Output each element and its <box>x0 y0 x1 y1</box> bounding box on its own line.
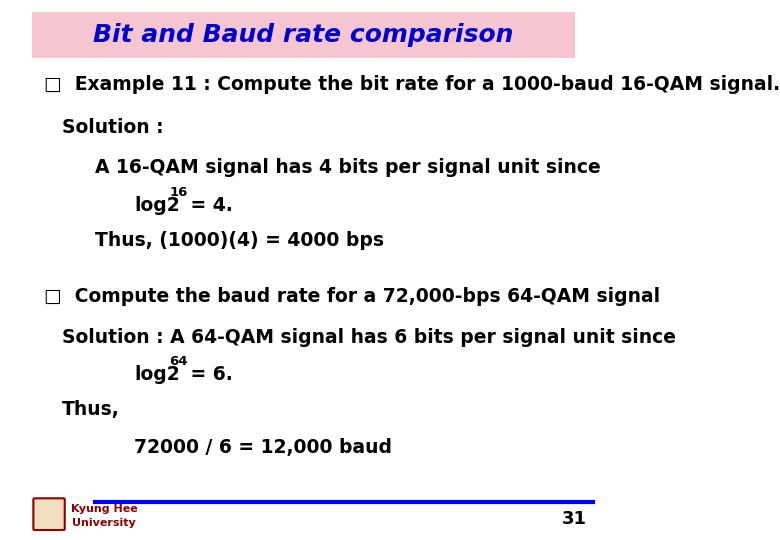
Text: □  Compute the baud rate for a 72,000-bps 64-QAM signal: □ Compute the baud rate for a 72,000-bps… <box>44 287 660 306</box>
Text: Thus,: Thus, <box>62 400 119 419</box>
Text: A 16-QAM signal has 4 bits per signal unit since: A 16-QAM signal has 4 bits per signal un… <box>95 158 601 178</box>
Text: Solution : A 64-QAM signal has 6 bits per signal unit since: Solution : A 64-QAM signal has 6 bits pe… <box>62 328 675 347</box>
Text: Bit and Baud rate comparison: Bit and Baud rate comparison <box>93 23 513 47</box>
Text: = 4.: = 4. <box>184 196 233 215</box>
Text: 16: 16 <box>169 186 187 199</box>
Text: 64: 64 <box>169 355 188 368</box>
FancyBboxPatch shape <box>31 12 575 58</box>
Text: 72000 / 6 = 12,000 baud: 72000 / 6 = 12,000 baud <box>134 438 392 457</box>
Text: □  Example 11 : Compute the bit rate for a 1000-baud 16-QAM signal.: □ Example 11 : Compute the bit rate for … <box>44 75 780 94</box>
Text: Solution :: Solution : <box>62 118 163 137</box>
Text: = 6.: = 6. <box>184 365 233 384</box>
FancyBboxPatch shape <box>34 498 65 530</box>
Text: 31: 31 <box>562 510 587 528</box>
Text: Thus, (1000)(4) = 4000 bps: Thus, (1000)(4) = 4000 bps <box>95 231 384 250</box>
Text: Kyung Hee
University: Kyung Hee University <box>71 504 137 528</box>
Text: log2: log2 <box>134 196 180 215</box>
Text: log2: log2 <box>134 365 180 384</box>
